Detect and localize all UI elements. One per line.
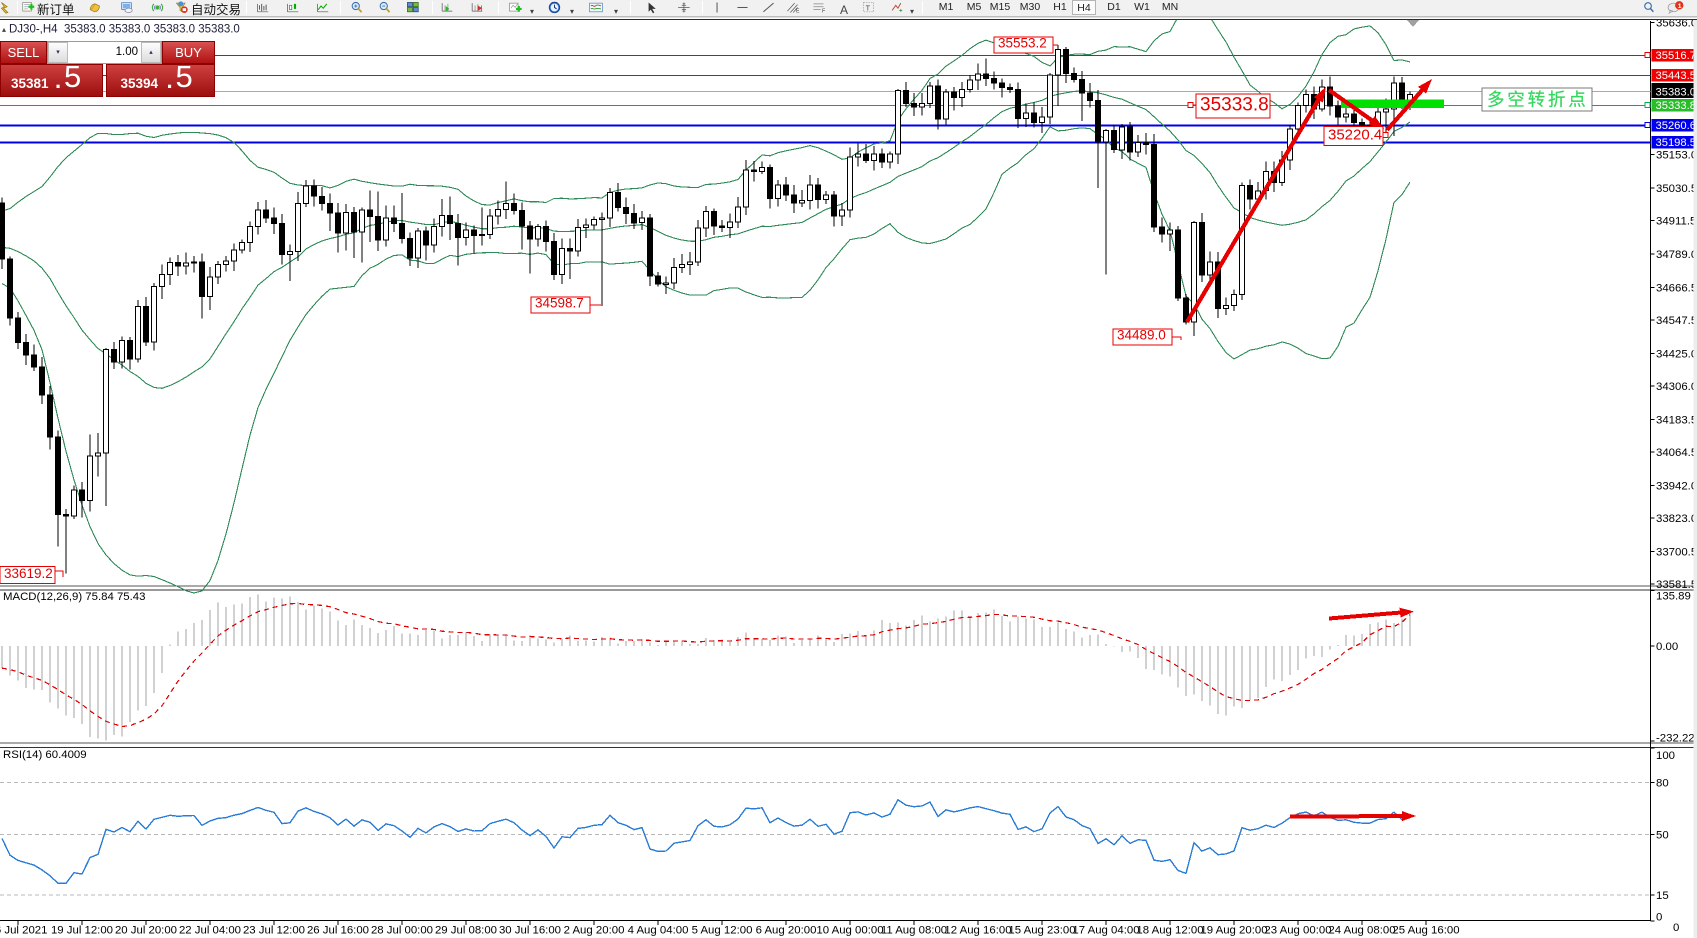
svg-text:16 Jul 2021: 16 Jul 2021: [0, 925, 47, 937]
svg-text:35553.2: 35553.2: [998, 36, 1047, 51]
svg-text:MACD(12,26,9) 75.84 75.43: MACD(12,26,9) 75.84 75.43: [3, 591, 145, 603]
svg-text:50: 50: [1656, 829, 1669, 841]
svg-text:35260.6: 35260.6: [1656, 120, 1696, 132]
svg-text:4 Aug 04:00: 4 Aug 04:00: [628, 925, 689, 937]
svg-text:35516.7: 35516.7: [1656, 50, 1696, 62]
svg-text:19 Jul 12:00: 19 Jul 12:00: [51, 925, 113, 937]
svg-text:34064.5: 34064.5: [1656, 447, 1697, 459]
svg-text:33823.0: 33823.0: [1656, 513, 1697, 525]
svg-text:34425.0: 34425.0: [1656, 349, 1697, 361]
svg-text:▴: ▴: [2, 25, 6, 34]
svg-text:29 Jul 08:00: 29 Jul 08:00: [435, 925, 497, 937]
svg-text:34489.0: 34489.0: [1117, 328, 1166, 343]
svg-text:34666.5: 34666.5: [1656, 283, 1697, 295]
svg-text:0: 0: [1673, 922, 1679, 934]
svg-text:23 Aug 00:00: 23 Aug 00:00: [1264, 925, 1331, 937]
svg-text:33942.0: 33942.0: [1656, 481, 1697, 493]
svg-text:多空转折点: 多空转折点: [1487, 90, 1589, 110]
svg-text:35030.5: 35030.5: [1656, 183, 1697, 195]
svg-text:17 Aug 04:00: 17 Aug 04:00: [1072, 925, 1139, 937]
svg-text:T: T: [866, 3, 871, 12]
svg-text:RSI(14) 60.4009: RSI(14) 60.4009: [3, 749, 87, 761]
svg-text:26 Jul 16:00: 26 Jul 16:00: [307, 925, 369, 937]
svg-text:25 Aug 16:00: 25 Aug 16:00: [1392, 925, 1459, 937]
svg-text:19 Aug 20:00: 19 Aug 20:00: [1200, 925, 1267, 937]
svg-text:F: F: [822, 9, 825, 14]
svg-text:35333.8: 35333.8: [1656, 100, 1696, 112]
svg-text:10 Aug 00:00: 10 Aug 00:00: [816, 925, 883, 937]
svg-text:80: 80: [1656, 778, 1669, 790]
svg-text:E: E: [796, 9, 800, 14]
svg-text:15 Aug 23:00: 15 Aug 23:00: [1008, 925, 1075, 937]
svg-text:34183.5: 34183.5: [1656, 415, 1697, 427]
svg-text:100: 100: [1656, 750, 1675, 762]
svg-text:35443.5: 35443.5: [1656, 70, 1696, 82]
svg-text:33700.5: 33700.5: [1656, 547, 1697, 559]
svg-text:35198.5: 35198.5: [1656, 137, 1696, 149]
svg-text:34547.5: 34547.5: [1656, 315, 1697, 327]
svg-text:20 Jul 20:00: 20 Jul 20:00: [115, 925, 177, 937]
svg-text:15: 15: [1656, 890, 1669, 902]
svg-text:6 Aug 20:00: 6 Aug 20:00: [756, 925, 817, 937]
svg-text:35636.0: 35636.0: [1656, 18, 1697, 30]
svg-text:11 Aug 08:00: 11 Aug 08:00: [881, 925, 947, 937]
svg-text:135.89: 135.89: [1656, 591, 1691, 603]
svg-text:23 Jul 12:00: 23 Jul 12:00: [243, 925, 305, 937]
svg-text:22 Jul 04:00: 22 Jul 04:00: [179, 925, 241, 937]
svg-text:2 Aug 20:00: 2 Aug 20:00: [564, 925, 625, 937]
svg-text:12 Aug 16:00: 12 Aug 16:00: [944, 925, 1011, 937]
svg-text:34789.0: 34789.0: [1656, 249, 1697, 261]
svg-text:35153.0: 35153.0: [1656, 150, 1697, 162]
svg-text:35220.4: 35220.4: [1328, 126, 1382, 143]
svg-text:DJ30-,H4 35383.0 35383.0 3538: DJ30-,H4 35383.0 35383.0 35383.0 35383.0: [9, 24, 240, 36]
svg-text:35333.8: 35333.8: [1200, 95, 1269, 116]
svg-text:5 Aug 12:00: 5 Aug 12:00: [692, 925, 753, 937]
svg-text:30 Jul 16:00: 30 Jul 16:00: [499, 925, 561, 937]
svg-text:0.00: 0.00: [1656, 641, 1678, 653]
svg-text:18 Aug 12:00: 18 Aug 12:00: [1136, 925, 1203, 937]
svg-text:34306.0: 34306.0: [1656, 381, 1697, 393]
svg-text:28 Jul 00:00: 28 Jul 00:00: [371, 925, 433, 937]
svg-text:33619.2: 33619.2: [4, 566, 53, 581]
svg-text:1: 1: [1678, 3, 1682, 10]
svg-text:35383.0: 35383.0: [1656, 87, 1696, 99]
svg-text:0: 0: [1656, 912, 1662, 924]
svg-text:34911.5: 34911.5: [1656, 216, 1696, 228]
svg-text:24 Aug 08:00: 24 Aug 08:00: [1328, 925, 1395, 937]
svg-text:34598.7: 34598.7: [535, 296, 584, 311]
svg-text:-232.22: -232.22: [1656, 733, 1695, 745]
svg-text:33581.5: 33581.5: [1656, 579, 1697, 591]
